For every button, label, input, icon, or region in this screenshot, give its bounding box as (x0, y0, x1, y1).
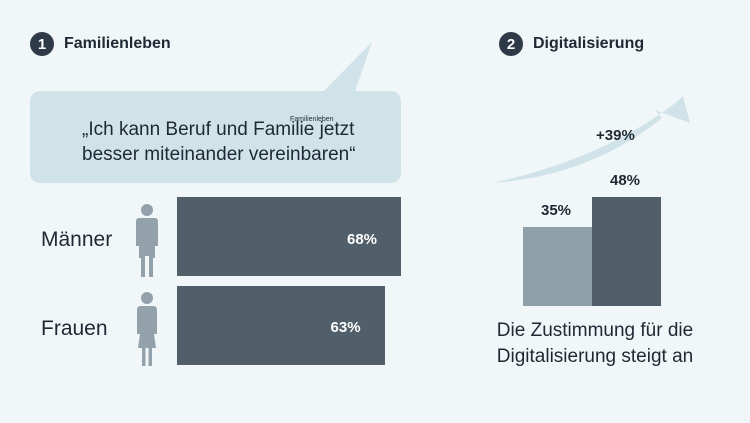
male-silhouette-icon (136, 204, 158, 277)
value-label-frauen: 63% (330, 319, 361, 336)
female-silhouette-icon (137, 292, 157, 366)
bar-frauen (177, 286, 385, 365)
category-label-maenner: Männer (41, 228, 113, 251)
bar-maenner (177, 197, 401, 276)
section1-number-badge: 1 (30, 32, 54, 56)
category-label-frauen: Frauen (41, 317, 108, 340)
speech-bubble (30, 91, 401, 183)
bar-after (592, 197, 661, 306)
value-label-after: 48% (610, 172, 641, 189)
chart-caption: Die Zustimmung für die Digitalisierung s… (496, 320, 694, 367)
section2-number-badge: 2 (499, 32, 523, 56)
bar-before (523, 226, 592, 306)
section1-title: Familienleben (64, 35, 171, 52)
section2-title: Digitalisierung (533, 35, 645, 52)
growth-label: +39% (596, 127, 635, 144)
quote-text: „Ich kann Beruf und Familie jetzt besser… (82, 119, 356, 165)
value-label-before: 35% (541, 201, 572, 219)
quote-overlay-label: Familienleben (290, 116, 334, 123)
value-label-maenner: 68% (347, 231, 378, 248)
